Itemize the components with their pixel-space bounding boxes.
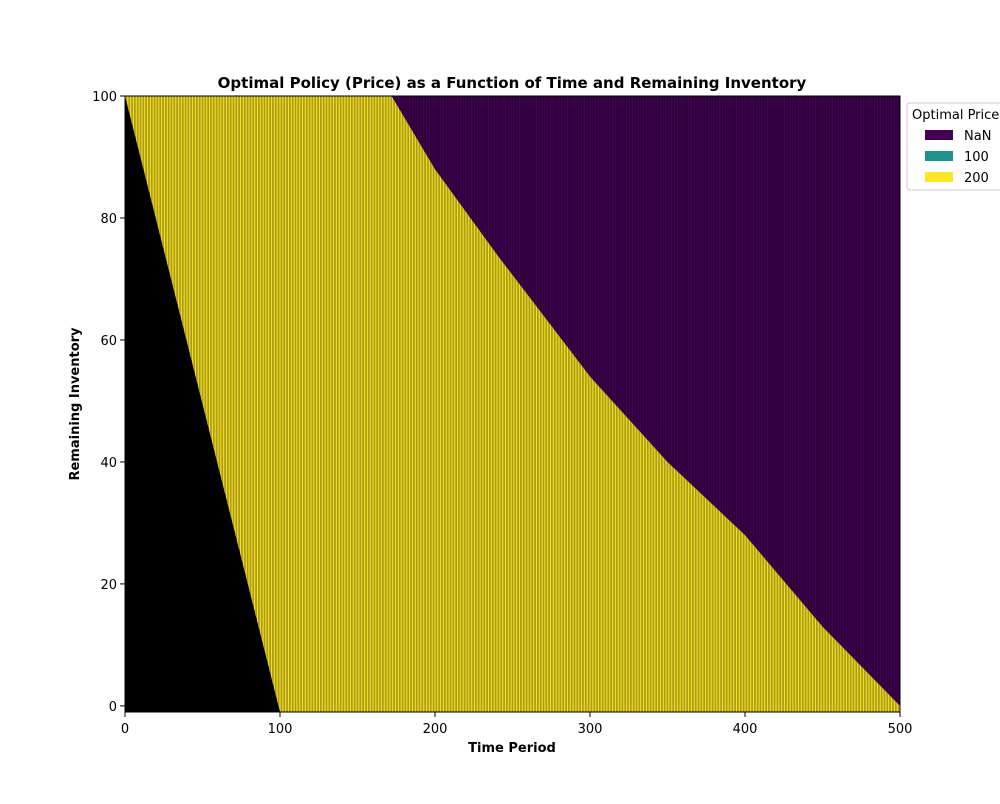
- legend-entry-label: 100: [964, 150, 989, 165]
- legend-swatch: [925, 172, 953, 182]
- legend-entry-label: 200: [964, 171, 989, 186]
- y-tick-label: 40: [100, 456, 117, 471]
- x-tick-label: 500: [888, 722, 913, 737]
- x-tick-label: 0: [121, 722, 129, 737]
- chart-title: Optimal Policy (Price) as a Function of …: [218, 74, 807, 92]
- legend-swatch: [925, 130, 953, 140]
- y-tick-label: 60: [100, 334, 117, 349]
- x-axis-label: Time Period: [468, 741, 556, 756]
- region-undefined: [125, 96, 280, 712]
- x-tick-label: 200: [423, 722, 448, 737]
- legend-swatch: [925, 151, 953, 161]
- y-tick-label: 80: [100, 212, 117, 227]
- x-tick-label: 100: [268, 722, 293, 737]
- legend-title: Optimal Price: [912, 108, 999, 123]
- y-axis-label: Remaining Inventory: [68, 327, 83, 481]
- legend-box: [906, 102, 1000, 191]
- plot-frame: [124, 95, 901, 713]
- y-tick-label: 20: [100, 578, 117, 593]
- x-tick-label: 300: [578, 722, 603, 737]
- x-axis: 0 100 200 300 400 500: [121, 712, 913, 737]
- legend-entry-label: NaN: [964, 129, 991, 144]
- y-tick-label: 0: [109, 700, 117, 715]
- x-tick-label: 400: [733, 722, 758, 737]
- y-axis: 0 20 40 60 80 100: [92, 90, 125, 715]
- y-tick-label: 100: [92, 90, 117, 105]
- plot-area: [125, 96, 900, 712]
- legend: Optimal Price NaN 100 200: [906, 102, 1000, 191]
